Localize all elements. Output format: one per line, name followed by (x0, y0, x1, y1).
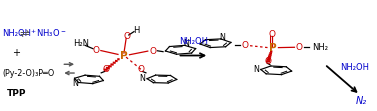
Text: NH₂: NH₂ (312, 43, 328, 52)
Text: O: O (265, 57, 271, 66)
Text: N: N (183, 40, 189, 49)
Text: NH₂OH: NH₂OH (3, 29, 32, 38)
Text: O: O (138, 65, 145, 74)
Text: N: N (253, 65, 259, 74)
Text: O: O (123, 32, 130, 41)
Text: $^+$NH₃O$^-$: $^+$NH₃O$^-$ (29, 28, 67, 39)
Text: ⇌: ⇌ (19, 27, 29, 40)
Text: O: O (296, 43, 303, 52)
Text: O: O (269, 30, 276, 39)
Text: NH₂OH: NH₂OH (340, 62, 369, 71)
Text: N: N (139, 74, 145, 83)
Text: H: H (133, 26, 139, 35)
Text: H₂N: H₂N (74, 40, 89, 49)
Text: P: P (269, 43, 276, 53)
Text: P: P (120, 51, 127, 60)
Text: O: O (241, 41, 248, 50)
Text: NH₂OH: NH₂OH (179, 37, 208, 46)
Text: TPP: TPP (6, 89, 26, 98)
Text: +: + (12, 48, 20, 58)
Text: O: O (102, 65, 109, 74)
Text: N: N (72, 79, 78, 88)
Text: N₂: N₂ (356, 96, 367, 106)
Text: (Py-2-O)₃P═O: (Py-2-O)₃P═O (3, 68, 55, 78)
Text: O: O (92, 46, 99, 55)
Text: O: O (149, 47, 156, 56)
Text: N: N (219, 33, 225, 42)
